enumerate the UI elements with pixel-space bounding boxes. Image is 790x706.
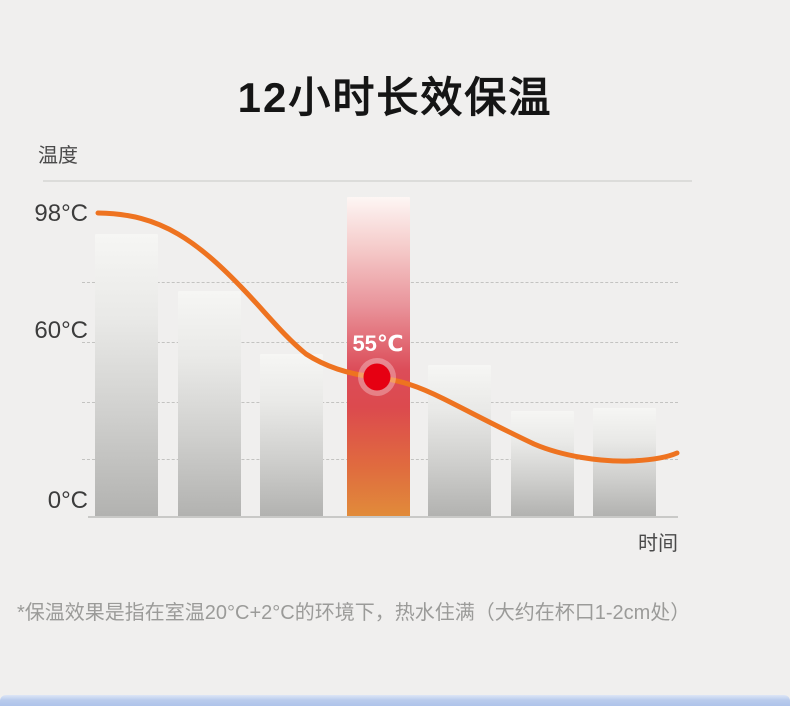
- gray-bar: [511, 411, 574, 516]
- highlight-value-label: 55℃: [352, 331, 404, 356]
- x-axis-line: [88, 516, 678, 518]
- x-axis-label: 时间: [638, 533, 678, 555]
- gray-bar: [428, 365, 491, 516]
- gray-bar: [260, 354, 323, 516]
- bottom-card-edge: [0, 695, 790, 706]
- footnote-text: *保温效果是指在室温20°C+2°C的环境下，热水住满（大约在杯口1-2cm处）: [17, 602, 691, 624]
- y-tick-60: 60°C: [34, 317, 88, 344]
- page-title: 12小时长效保温: [237, 74, 553, 121]
- y-tick-98: 98°C: [34, 200, 88, 227]
- gray-bar: [178, 291, 241, 516]
- y-axis-label: 温度: [38, 145, 78, 167]
- gray-bar: [593, 408, 656, 516]
- top-divider-line: [43, 180, 692, 182]
- y-tick-0: 0°C: [47, 487, 88, 514]
- gray-bar: [95, 234, 158, 516]
